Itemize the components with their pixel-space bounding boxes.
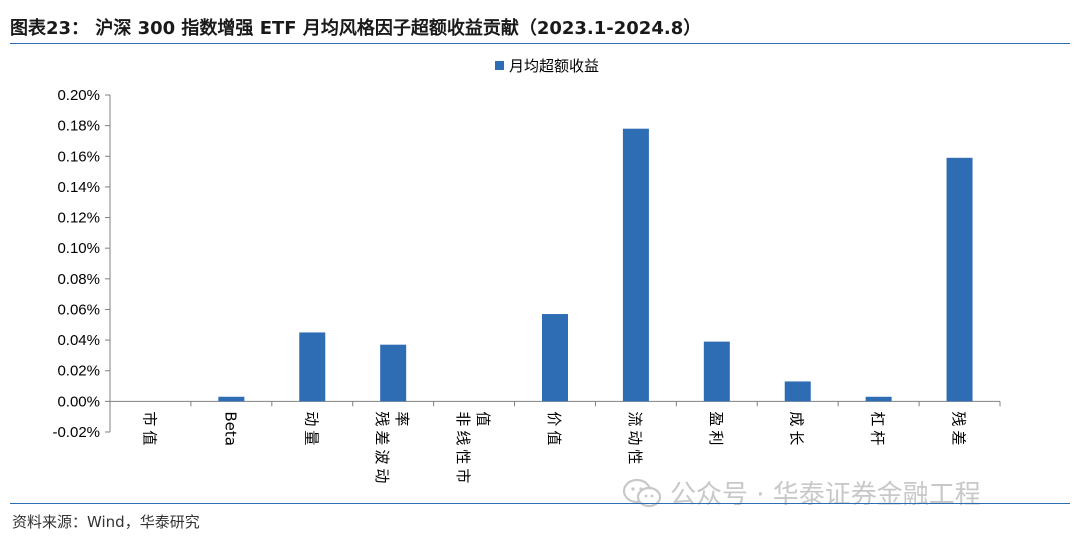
x-tick-label: 市值 xyxy=(140,411,158,449)
x-tick-label: 流动性 xyxy=(626,411,644,468)
x-tick-label: 非线性市 xyxy=(454,411,472,487)
bar xyxy=(946,157,973,402)
legend-swatch xyxy=(495,61,504,70)
y-tick-label: 0.20% xyxy=(57,87,100,104)
y-tick-label: 0.06% xyxy=(57,301,100,318)
bars xyxy=(218,128,973,402)
legend: 月均超额收益 xyxy=(495,57,599,75)
x-tick-label: 动量 xyxy=(302,411,320,449)
bar xyxy=(542,314,568,402)
bar xyxy=(299,332,326,402)
y-tick-label: 0.02% xyxy=(57,363,100,380)
x-tick-label: 杠杆 xyxy=(869,411,887,449)
bar xyxy=(380,344,407,402)
y-tick-label: 0.08% xyxy=(57,271,100,288)
watermark-text: 公众号 · 华泰证券金融工程 xyxy=(670,480,981,510)
y-tick-label: -0.02% xyxy=(52,424,100,441)
bar xyxy=(622,128,649,402)
x-tick-label: 值 xyxy=(474,411,492,430)
x-tick-label: 残差波动 xyxy=(373,411,391,487)
y-tick-label: 0.16% xyxy=(57,148,100,165)
x-tick-label: Beta xyxy=(221,411,239,446)
bar xyxy=(703,341,730,402)
y-tick-label: 0.00% xyxy=(57,393,100,410)
y-tick-label: 0.12% xyxy=(57,210,100,227)
y-tick-label: 0.18% xyxy=(57,118,100,135)
y-tick-label: 0.10% xyxy=(57,240,100,257)
x-axis: 市值 Beta 动量 残差波动率 非线性市值 价值 流动性 盈利 成长 杠杆 残差 xyxy=(109,400,1001,487)
figure-title: 图表23： 沪深 300 指数增强 ETF 月均风格因子超额收益贡献（2023.… xyxy=(10,18,702,39)
bar-chart: 月均超额收益 -0.02% 0.00% 0.02% 0.04% 0.06% 0.08% 0.… xyxy=(52,57,1001,487)
x-tick-label: 残差 xyxy=(950,411,968,449)
bar xyxy=(784,381,811,402)
y-tick-label: 0.14% xyxy=(57,179,100,196)
wechat-icon xyxy=(622,478,662,507)
bar xyxy=(218,396,245,402)
top-rule xyxy=(10,43,1070,44)
legend-label: 月均超额收益 xyxy=(509,57,599,75)
source-note: 资料来源：Wind，华泰研究 xyxy=(12,513,200,531)
x-tick-label: 率 xyxy=(393,411,411,430)
y-axis: -0.02% 0.00% 0.02% 0.04% 0.06% 0.08% 0.10% 0.12… xyxy=(52,87,111,441)
bar xyxy=(865,396,892,402)
x-tick-label: 盈利 xyxy=(707,411,725,449)
y-tick-label: 0.04% xyxy=(57,332,100,349)
x-tick-label: 成长 xyxy=(788,411,806,449)
watermark: 公众号 · 华泰证券金融工程 xyxy=(622,474,981,511)
x-tick-label: 价值 xyxy=(545,411,563,449)
bottom-rule xyxy=(10,503,1070,504)
